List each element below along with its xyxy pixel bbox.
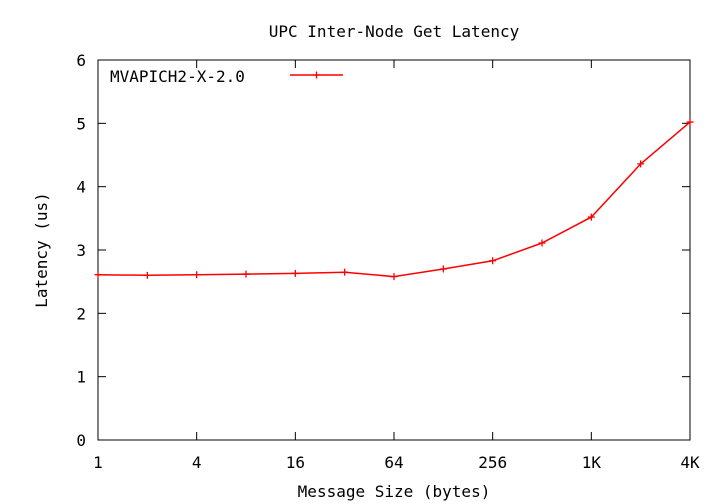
series-lines	[94, 118, 694, 281]
x-tick-label: 16	[286, 453, 305, 472]
y-tick-label: 0	[76, 431, 86, 450]
plot-frame	[97, 59, 691, 441]
legend-label: MVAPICH2-X-2.0	[110, 67, 245, 86]
x-tick-label: 1	[93, 453, 103, 472]
data-point	[341, 268, 349, 276]
x-tick-label: 4	[192, 453, 202, 472]
data-point	[587, 213, 595, 221]
data-point	[94, 271, 102, 279]
x-tick-label: 4K	[680, 453, 700, 472]
data-point	[242, 270, 250, 278]
x-tick-label: 64	[384, 453, 403, 472]
y-tick-label: 6	[76, 51, 86, 70]
x-tick-label: 1K	[582, 453, 602, 472]
data-point	[637, 160, 645, 168]
data-point	[143, 271, 151, 279]
y-tick-label: 3	[76, 241, 86, 260]
y-tick-label: 1	[76, 368, 86, 387]
data-point	[193, 271, 201, 279]
chart-title: UPC Inter-Node Get Latency	[269, 22, 520, 41]
data-point	[439, 265, 447, 273]
series-line	[97, 121, 691, 278]
y-tick-label: 4	[76, 178, 86, 197]
data-point	[538, 239, 546, 247]
legend-marker	[313, 71, 320, 79]
x-axis-label: Message Size (bytes)	[298, 482, 491, 501]
y-tick-label: 5	[76, 114, 86, 133]
data-point	[390, 273, 398, 281]
x-tick-label: 256	[478, 453, 507, 472]
tick-marks	[97, 59, 691, 441]
data-point	[686, 118, 694, 126]
data-point	[291, 269, 299, 277]
y-axis-label: Latency (us)	[32, 192, 51, 308]
y-tick-label: 2	[76, 304, 86, 323]
legend: MVAPICH2-X-2.0	[110, 67, 343, 86]
data-point	[489, 257, 497, 265]
